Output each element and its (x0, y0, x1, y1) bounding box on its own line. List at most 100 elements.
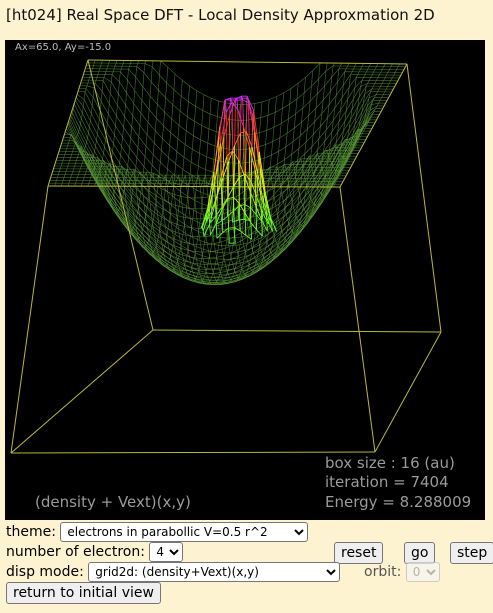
mesh-line (387, 69, 390, 73)
mesh-line (220, 239, 228, 243)
mesh-line (218, 222, 226, 226)
mesh-line (122, 137, 130, 148)
bounding-box (10, 59, 442, 454)
mesh-line (310, 187, 319, 197)
mesh-line (121, 146, 129, 158)
mesh-line (201, 261, 209, 264)
mesh-line (213, 145, 216, 160)
mesh-line (177, 219, 185, 225)
go-button[interactable]: go (404, 542, 436, 564)
reset-button[interactable]: reset (334, 542, 384, 564)
mesh-line (180, 245, 189, 250)
mesh-line (165, 189, 173, 197)
mesh-line (173, 240, 182, 246)
mesh-line (142, 195, 145, 205)
mesh-line (205, 169, 213, 173)
orbit-select[interactable]: 0 (405, 562, 440, 582)
theme-select[interactable]: electrons in parabollic V=0.5 r^2 (60, 522, 309, 542)
mesh-line (213, 269, 222, 271)
mesh-line (155, 259, 164, 266)
mesh-line (81, 118, 89, 134)
mesh-line (160, 161, 168, 170)
mesh-line (267, 256, 276, 264)
mesh-line (335, 157, 344, 171)
mesh-line (250, 268, 252, 271)
mesh-line (179, 241, 182, 249)
mesh-line (364, 85, 367, 95)
plot-canvas[interactable]: Ax=65.0, Ay=-15.0 box size : 16 (au) ite… (5, 40, 485, 520)
mesh-line (172, 182, 175, 195)
mesh-line (333, 151, 336, 160)
mesh-line (284, 199, 292, 209)
mesh-line (168, 248, 176, 253)
density-line (239, 132, 241, 177)
mesh-line (272, 203, 280, 209)
return-initial-view-button[interactable]: return to initial view (6, 582, 161, 604)
mesh-line (171, 205, 179, 212)
density-line (233, 145, 236, 187)
mesh-line (72, 168, 74, 172)
mesh-line (160, 188, 168, 193)
mesh-line (112, 151, 120, 164)
mesh-line (145, 246, 154, 254)
mesh-line (103, 189, 111, 202)
mesh-line (59, 165, 62, 169)
electron-count-select[interactable]: 4 (149, 542, 184, 562)
step-button[interactable]: step (450, 542, 493, 564)
mesh-line (128, 219, 137, 228)
mesh-line (218, 274, 221, 278)
mesh-line (330, 77, 333, 92)
disp-mode-select[interactable]: grid2d: (density+Vext)(x,y) (88, 562, 341, 582)
mesh-line (78, 131, 86, 146)
mesh-line (94, 163, 97, 167)
mesh-line (82, 106, 84, 114)
mesh-line (115, 165, 118, 176)
mesh-line (193, 275, 201, 278)
mesh-line (196, 218, 199, 229)
mesh-line (84, 145, 86, 149)
mesh-line (243, 246, 246, 253)
mesh-line (214, 275, 222, 278)
mesh-line (177, 125, 180, 139)
mesh-line (181, 180, 190, 186)
mesh-line (163, 125, 171, 133)
mesh-line (303, 77, 306, 93)
mesh-line (142, 72, 145, 87)
mesh-line (189, 162, 192, 175)
mesh-line (157, 234, 160, 240)
mesh-line (330, 81, 338, 92)
mesh-line (327, 108, 336, 118)
density-line (213, 127, 221, 172)
mesh-line (202, 208, 205, 219)
density-line (262, 213, 269, 225)
mesh-line (123, 116, 125, 128)
mesh-line (135, 66, 138, 78)
mesh-line (130, 191, 138, 199)
mesh-line (224, 258, 232, 262)
mesh-line (78, 127, 80, 132)
mesh-line (64, 171, 67, 175)
mesh-line (139, 125, 148, 135)
mesh-line (308, 101, 311, 116)
mesh-line (178, 111, 181, 126)
mesh-line (330, 131, 338, 143)
density-line (205, 210, 213, 224)
mesh-line (154, 250, 162, 257)
mesh-line (175, 252, 183, 256)
mesh-line (276, 235, 284, 244)
mesh-line (124, 186, 132, 198)
mesh-line (267, 112, 276, 116)
mesh-line (137, 197, 145, 205)
mesh-line (363, 94, 366, 104)
mesh-line (148, 234, 156, 241)
mesh-line (311, 161, 314, 165)
mesh-line (155, 247, 163, 254)
mesh-line (335, 81, 338, 96)
mesh-line (161, 138, 163, 151)
mesh-line (302, 216, 310, 227)
mesh-line (83, 99, 92, 114)
mesh-line (209, 177, 212, 182)
mesh-line (141, 228, 149, 235)
mesh-line (236, 250, 239, 257)
mesh-line (140, 221, 142, 229)
